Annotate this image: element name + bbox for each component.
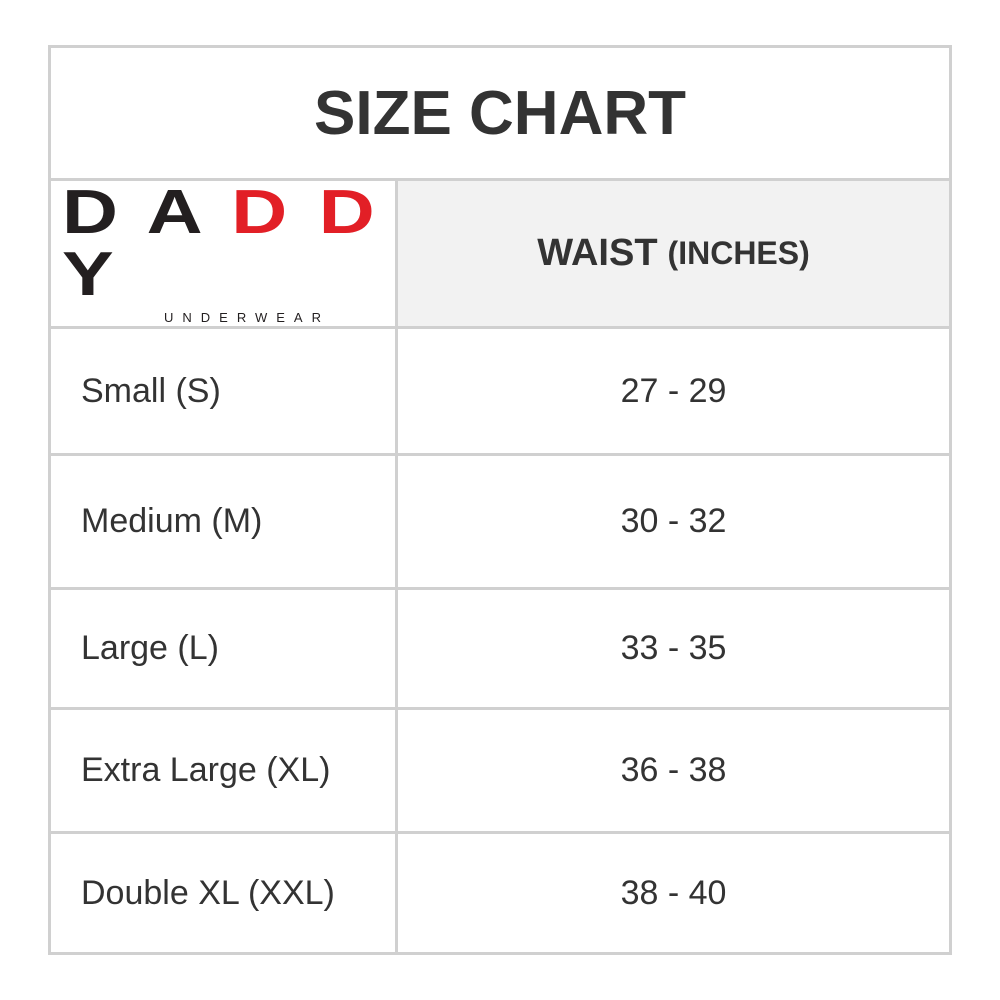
waist-cell: 33 - 35: [620, 629, 727, 667]
waist-cell: 36 - 38: [620, 751, 727, 789]
brand-logo: D A D D Y UNDERWEAR: [62, 178, 380, 326]
table-row: Extra Large (XL) 36 - 38: [51, 707, 949, 831]
header-row: D A D D Y UNDERWEAR WAIST (INCHES): [51, 178, 949, 326]
size-cell: Double XL (XXL): [51, 834, 398, 952]
waist-cell: 38 - 40: [620, 873, 727, 912]
table-row: Small (S) 27 - 29: [51, 326, 949, 453]
size-cell: Medium (M): [51, 456, 398, 587]
size-cell: Large (L): [51, 590, 398, 707]
size-cell: Extra Large (XL): [51, 710, 398, 831]
waist-cell: 30 - 32: [620, 502, 727, 540]
size-chart-table: SIZE CHART D A D D Y UNDERWEAR WAIST (IN…: [48, 45, 952, 955]
table-row: Medium (M) 30 - 32: [51, 453, 949, 587]
page-title: SIZE CHART: [314, 78, 686, 148]
logo-cell: D A D D Y UNDERWEAR: [51, 181, 398, 326]
waist-header: WAIST (INCHES): [398, 181, 949, 326]
size-cell: Small (S): [51, 329, 398, 453]
waist-cell: 27 - 29: [620, 371, 727, 410]
table-row: Double XL (XXL) 38 - 40: [51, 831, 949, 952]
table-row: Large (L) 33 - 35: [51, 587, 949, 707]
